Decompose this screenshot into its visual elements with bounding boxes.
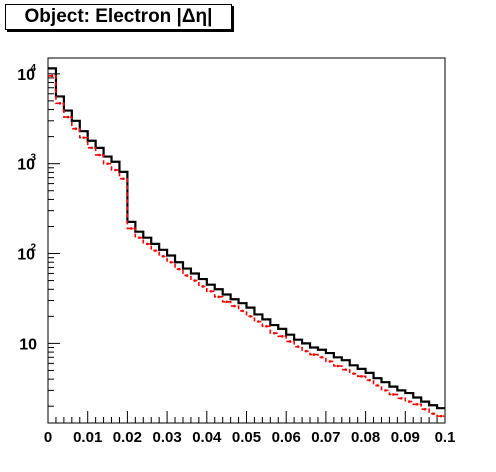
series-point xyxy=(209,289,213,293)
series-point xyxy=(415,402,419,406)
series-line-1 xyxy=(48,75,445,417)
series-point xyxy=(241,309,244,313)
series-point xyxy=(312,353,316,356)
x-tick-label: 0.1 xyxy=(435,429,456,446)
series-point xyxy=(193,279,197,282)
series-point xyxy=(431,412,435,415)
series-point xyxy=(185,274,189,277)
x-tick-label: 0.06 xyxy=(272,429,301,446)
series-point xyxy=(58,101,62,105)
series-point xyxy=(90,146,93,150)
y-tick-exponent: 3 xyxy=(30,153,36,164)
series-point xyxy=(304,349,308,353)
series-point xyxy=(280,334,284,338)
series-point xyxy=(82,136,86,139)
series-point xyxy=(177,267,181,271)
series-point xyxy=(201,285,205,288)
series-point xyxy=(114,168,117,172)
x-tick-label: 0.05 xyxy=(232,429,261,446)
series-point xyxy=(376,384,379,387)
series-point xyxy=(392,393,395,396)
series-point xyxy=(106,162,109,165)
series-point xyxy=(225,300,228,304)
series-point xyxy=(272,331,276,335)
x-tick-label: 0.01 xyxy=(73,429,102,446)
series-point xyxy=(384,389,387,392)
series-point xyxy=(265,324,268,328)
series-point xyxy=(288,340,292,343)
series-point xyxy=(344,368,348,371)
series-point xyxy=(328,360,332,363)
series-point xyxy=(130,227,133,230)
y-tick-label: 10 xyxy=(19,336,37,353)
x-tick-label: 0.08 xyxy=(351,429,380,446)
series-point xyxy=(138,236,141,240)
y-tick-label: 10 xyxy=(17,247,35,264)
series-point xyxy=(122,177,125,181)
x-tick-label: 0.02 xyxy=(113,429,142,446)
series-point xyxy=(98,153,101,157)
series-point xyxy=(360,375,363,378)
x-tick-label: 0.07 xyxy=(311,429,340,446)
series-point xyxy=(257,320,260,323)
y-tick-exponent: 4 xyxy=(30,63,36,74)
plot-frame xyxy=(47,57,446,424)
y-tick-exponent: 2 xyxy=(30,243,36,254)
x-tick-label: 0.03 xyxy=(152,429,181,446)
series-point xyxy=(352,372,355,375)
series-point xyxy=(439,414,443,418)
x-tick-label: 0.04 xyxy=(192,429,222,446)
series-point xyxy=(296,345,300,348)
series-point xyxy=(74,127,78,131)
series-point xyxy=(66,115,70,119)
series-point xyxy=(368,378,371,382)
x-tick-label: 0 xyxy=(44,429,52,446)
series-point xyxy=(169,260,173,264)
y-tick-label: 10 xyxy=(17,67,35,84)
series-point xyxy=(217,295,221,299)
series-point xyxy=(233,304,236,308)
series-point xyxy=(400,396,403,400)
x-tick-label: 0.09 xyxy=(391,429,420,446)
series-point xyxy=(153,249,157,252)
series-point xyxy=(423,407,427,411)
series-point xyxy=(407,400,411,403)
chart-title: Object: Electron |Δη| xyxy=(5,4,232,30)
series-point xyxy=(336,364,340,368)
series-point xyxy=(320,356,324,359)
y-tick-label: 10 xyxy=(17,157,35,174)
series-point xyxy=(50,74,54,78)
series-line-0 xyxy=(48,67,445,410)
series-point xyxy=(145,242,149,246)
series-point xyxy=(161,255,165,258)
series-point xyxy=(249,315,252,318)
